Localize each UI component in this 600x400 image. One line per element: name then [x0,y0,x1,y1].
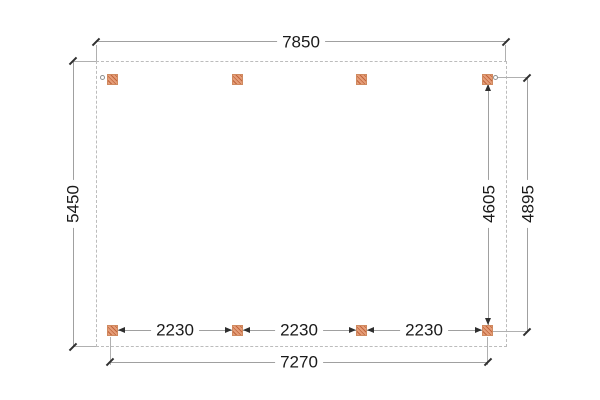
dim-label-top-width: 7850 [277,32,325,52]
extension-line [110,337,111,365]
extension-line [73,346,96,347]
extension-line [487,337,488,365]
dim-label-bottom-post-span: 7270 [275,352,323,372]
dim-arrow [349,327,356,333]
dim-tick [483,357,493,367]
dim-arrow [475,327,482,333]
extension-line [96,45,97,61]
post-bottom-4 [482,325,493,336]
post-top-3 [356,74,367,85]
dim-arrow [118,327,125,333]
dim-arrow [243,327,250,333]
dim-label-spacing-1: 2230 [151,320,199,340]
dim-arrow [485,84,491,91]
post-top-1 [107,74,118,85]
anchor-ring-icon [493,75,498,80]
dim-tick [522,327,532,337]
roof-outline [96,61,507,347]
dim-arrow [367,327,374,333]
post-bottom-1 [107,325,118,336]
post-bottom-3 [356,325,367,336]
anchor-ring-icon [100,75,105,80]
dim-tick [501,37,511,47]
dim-label-right-post-span: 4605 [479,180,499,228]
extension-line [497,77,527,78]
extension-line [73,61,96,62]
dim-label-right-outer-depth: 4895 [518,180,538,228]
dim-arrow [225,327,232,333]
dim-label-left-depth: 5450 [63,180,83,228]
dim-label-spacing-2: 2230 [275,320,323,340]
dim-tick [68,342,78,352]
extension-line [493,331,527,332]
extension-line [505,45,506,61]
post-top-4 [482,74,493,85]
post-top-2 [232,74,243,85]
dim-arrow [485,318,491,325]
dim-label-spacing-3: 2230 [400,320,448,340]
post-bottom-2 [232,325,243,336]
